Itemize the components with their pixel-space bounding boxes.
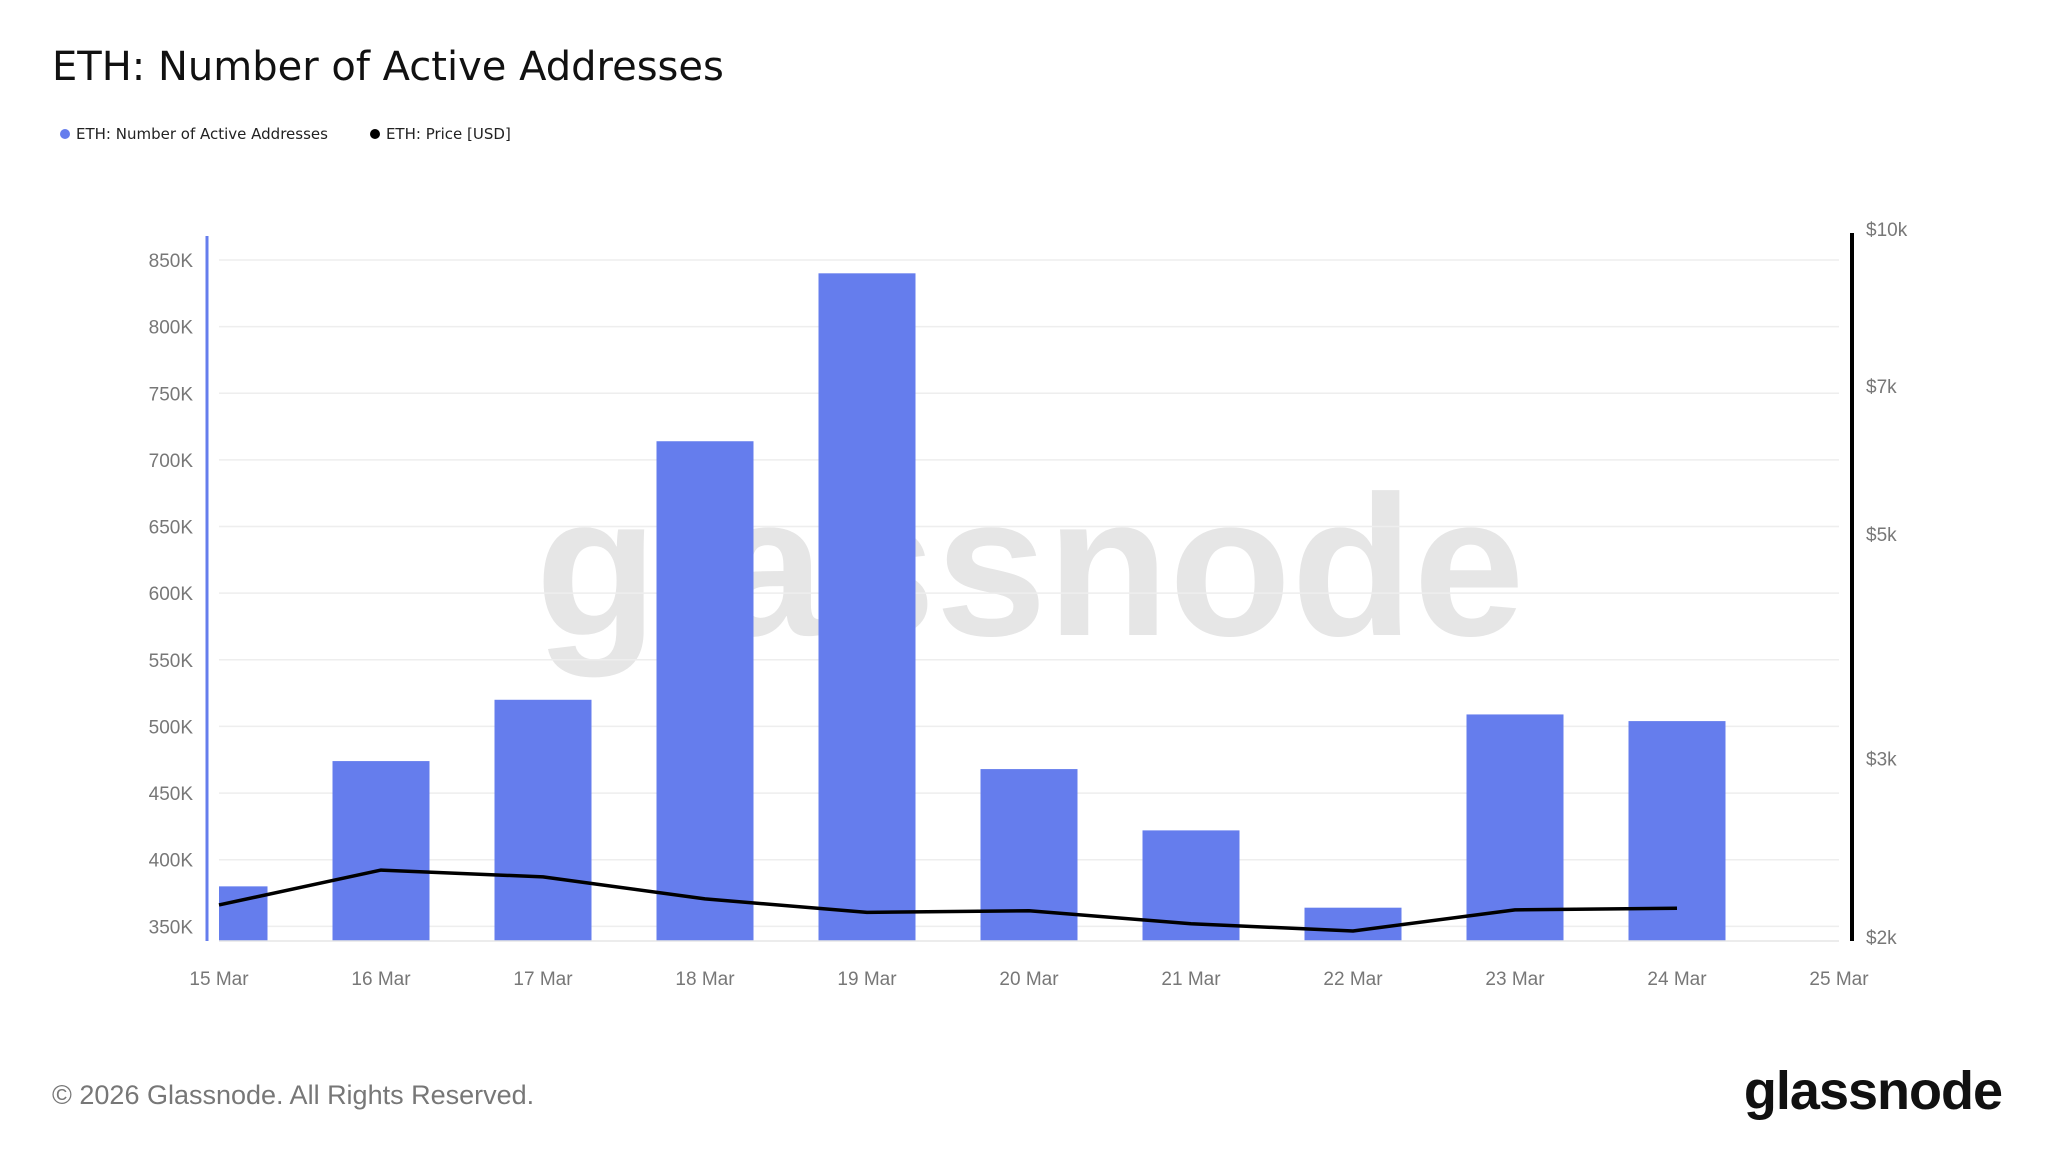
x-axis-tick-label: 19 Mar (837, 969, 897, 990)
left-axis-tick-label: 750K (149, 384, 194, 405)
bar (656, 441, 754, 941)
bar (1304, 907, 1402, 941)
right-axis-tick-label: $5k (1866, 525, 1897, 546)
legend-dot-black-icon (369, 129, 380, 139)
right-axis-tick-label: $10k (1866, 220, 1908, 241)
left-axis-tick-label: 550K (149, 651, 194, 672)
glassnode-logo: glassnode (1743, 1061, 2003, 1121)
legend-item-price[interactable]: ETH: Price [USD] (369, 125, 511, 143)
left-axis-tick-label: 700K (149, 451, 194, 472)
left-axis-tick-label: 850K (149, 251, 194, 272)
right-axis-tick-label: $3k (1866, 750, 1897, 771)
x-axis-tick-label: 21 Mar (1161, 969, 1221, 990)
x-axis-tick-label: 23 Mar (1485, 969, 1545, 990)
x-axis-tick-label: 20 Mar (999, 969, 1059, 990)
chart-title: ETH: Number of Active Addresses (52, 44, 724, 90)
price-line (218, 868, 1678, 933)
x-axis-tick-label: 18 Mar (675, 969, 735, 990)
right-axis-tick-label: $2k (1866, 928, 1897, 949)
left-axis-tick-label: 600K (149, 584, 194, 605)
x-axis-tick-label: 22 Mar (1323, 969, 1383, 990)
left-axis-tick-label: 350K (149, 917, 194, 938)
bar (332, 761, 430, 941)
legend: ETH: Number of Active Addresses ETH: Pri… (60, 125, 511, 143)
bar (818, 273, 916, 942)
x-axis-tick-label: 16 Mar (351, 969, 411, 990)
legend-label: ETH: Price [USD] (385, 125, 511, 143)
bar (980, 769, 1078, 941)
x-axis-tick-label: 24 Mar (1647, 969, 1707, 990)
x-axis-tick-label: 17 Mar (513, 969, 573, 990)
x-axis-tick-label: 25 Mar (1809, 969, 1869, 990)
bar (1466, 714, 1564, 941)
left-axis-tick-label: 450K (149, 784, 194, 805)
left-axis-tick-label: 400K (149, 851, 194, 872)
legend-label: ETH: Number of Active Addresses (76, 125, 328, 143)
bar (494, 699, 592, 941)
right-axis-tick-label: $7k (1866, 377, 1897, 398)
copyright-footer: © 2026 Glassnode. All Rights Reserved. (52, 1080, 535, 1110)
left-axis-tick-label: 500K (149, 717, 194, 738)
bar (1628, 721, 1726, 941)
left-axis-tick-label: 800K (149, 318, 194, 339)
legend-dot-blue-icon (60, 129, 70, 139)
left-axis-tick-label: 650K (149, 518, 194, 539)
x-axis-tick-label: 15 Mar (189, 969, 249, 990)
legend-item-active-addresses[interactable]: ETH: Number of Active Addresses (60, 125, 328, 143)
